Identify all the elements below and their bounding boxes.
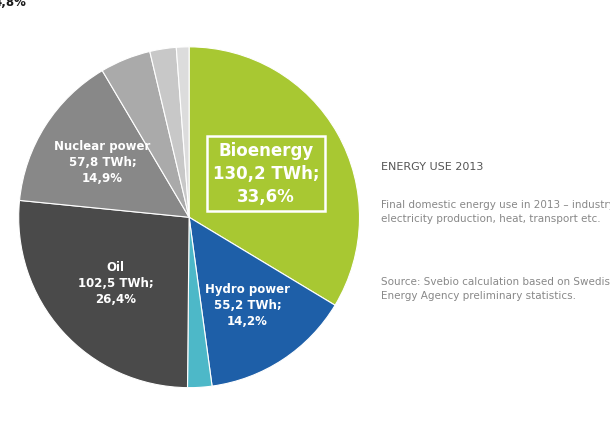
Text: Bioenergy
130,2 TWh;
33,6%: Bioenergy 130,2 TWh; 33,6% <box>213 142 320 205</box>
Wedge shape <box>189 217 335 386</box>
Text: Oil
102,5 TWh;
26,4%: Oil 102,5 TWh; 26,4% <box>78 261 154 306</box>
Text: Hydro power
55,2 TWh;
14,2%: Hydro power 55,2 TWh; 14,2% <box>205 283 290 328</box>
Wedge shape <box>19 200 189 388</box>
Text: ENERGY USE 2013: ENERGY USE 2013 <box>381 162 484 172</box>
Wedge shape <box>189 47 359 305</box>
Wedge shape <box>150 47 189 217</box>
Text: Coal
18,7 TWh;
4,8%: Coal 18,7 TWh; 4,8% <box>0 0 44 9</box>
Wedge shape <box>102 52 189 217</box>
Text: Source: Svebio calculation based on Swedish
Energy Agency preliminary statistics: Source: Svebio calculation based on Swed… <box>381 277 610 301</box>
Text: Final domestic energy use in 2013 – industry,
electricity production, heat, tran: Final domestic energy use in 2013 – indu… <box>381 200 610 224</box>
Text: Nuclear power
57,8 TWh;
14,9%: Nuclear power 57,8 TWh; 14,9% <box>54 140 151 185</box>
Wedge shape <box>176 47 189 217</box>
Wedge shape <box>20 71 189 217</box>
Wedge shape <box>187 217 212 388</box>
